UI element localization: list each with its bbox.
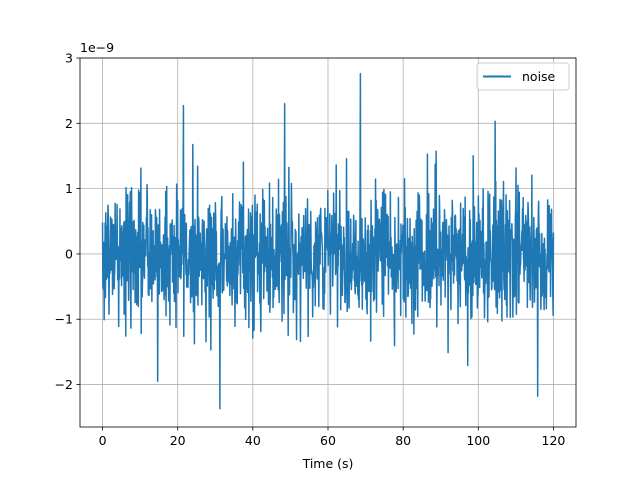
series-layer [101,72,555,410]
y-tick-label: 3 [65,51,73,66]
x-tick-label: 120 [542,433,566,448]
x-tick-label: 100 [466,433,490,448]
y-tick-label: −1 [55,312,73,327]
x-tick-label: 20 [170,433,186,448]
legend: noise [476,62,570,91]
y-axis-offset-text: 1e−9 [80,40,114,55]
x-tick-label: 40 [245,433,261,448]
x-axis-label: Time (s) [302,456,354,471]
y-tick-label: 1 [65,181,73,196]
y-tick-label: 0 [65,246,73,261]
y-tick-label: 2 [65,116,73,131]
legend-label-noise: noise [522,69,556,84]
ticks: 0 20 40 60 80 100 120 −2 −1 0 1 2 3 [55,51,566,449]
x-tick-label: 80 [395,433,411,448]
series-line-noise [101,72,555,410]
legend-box [476,62,570,91]
y-tick-label: −2 [55,377,73,392]
x-tick-label: 0 [99,433,107,448]
x-tick-label: 60 [320,433,336,448]
